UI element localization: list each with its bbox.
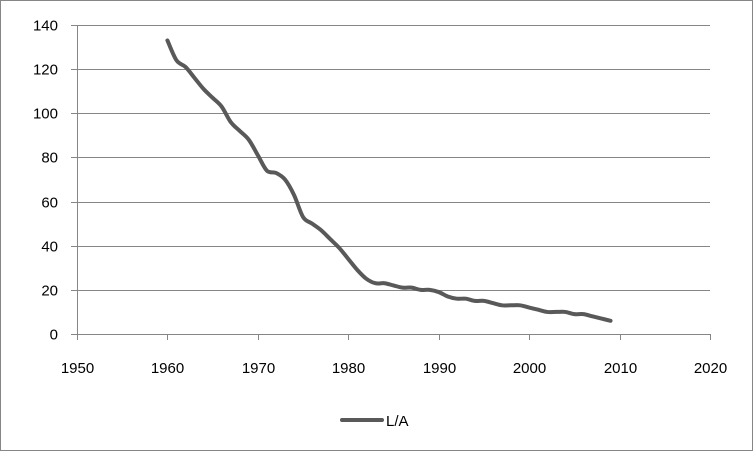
legend: L/A <box>340 413 409 430</box>
legend-label: L/A <box>386 413 409 430</box>
x-tick-label: 1980 <box>332 360 365 377</box>
series-lines <box>165 38 613 323</box>
x-tick-label: 1950 <box>61 360 94 377</box>
y-tick-label: 0 <box>50 327 58 344</box>
y-tick-label: 140 <box>33 18 58 35</box>
x-tick-labels: 1950 1960 1970 1980 1990 2000 2010 2020 <box>61 360 727 377</box>
x-tick-label: 1990 <box>423 360 456 377</box>
y-tick-label: 60 <box>41 195 58 212</box>
y-tick-label: 100 <box>33 106 58 123</box>
x-tick-label: 2000 <box>513 360 546 377</box>
x-tick-label: 1960 <box>151 360 184 377</box>
y-tick-label: 40 <box>41 239 58 256</box>
x-tick-label: 1970 <box>242 360 275 377</box>
y-tick-label: 120 <box>33 62 58 79</box>
grid-lines <box>77 25 710 291</box>
y-tick-label: 80 <box>41 150 58 167</box>
x-tick-label: 2010 <box>604 360 637 377</box>
axes <box>71 25 711 340</box>
y-tick-label: 20 <box>41 283 58 300</box>
x-tick-label: 2020 <box>694 360 727 377</box>
y-tick-labels: 0 20 40 60 80 100 120 140 <box>33 18 58 344</box>
series-line-0 <box>165 38 613 323</box>
